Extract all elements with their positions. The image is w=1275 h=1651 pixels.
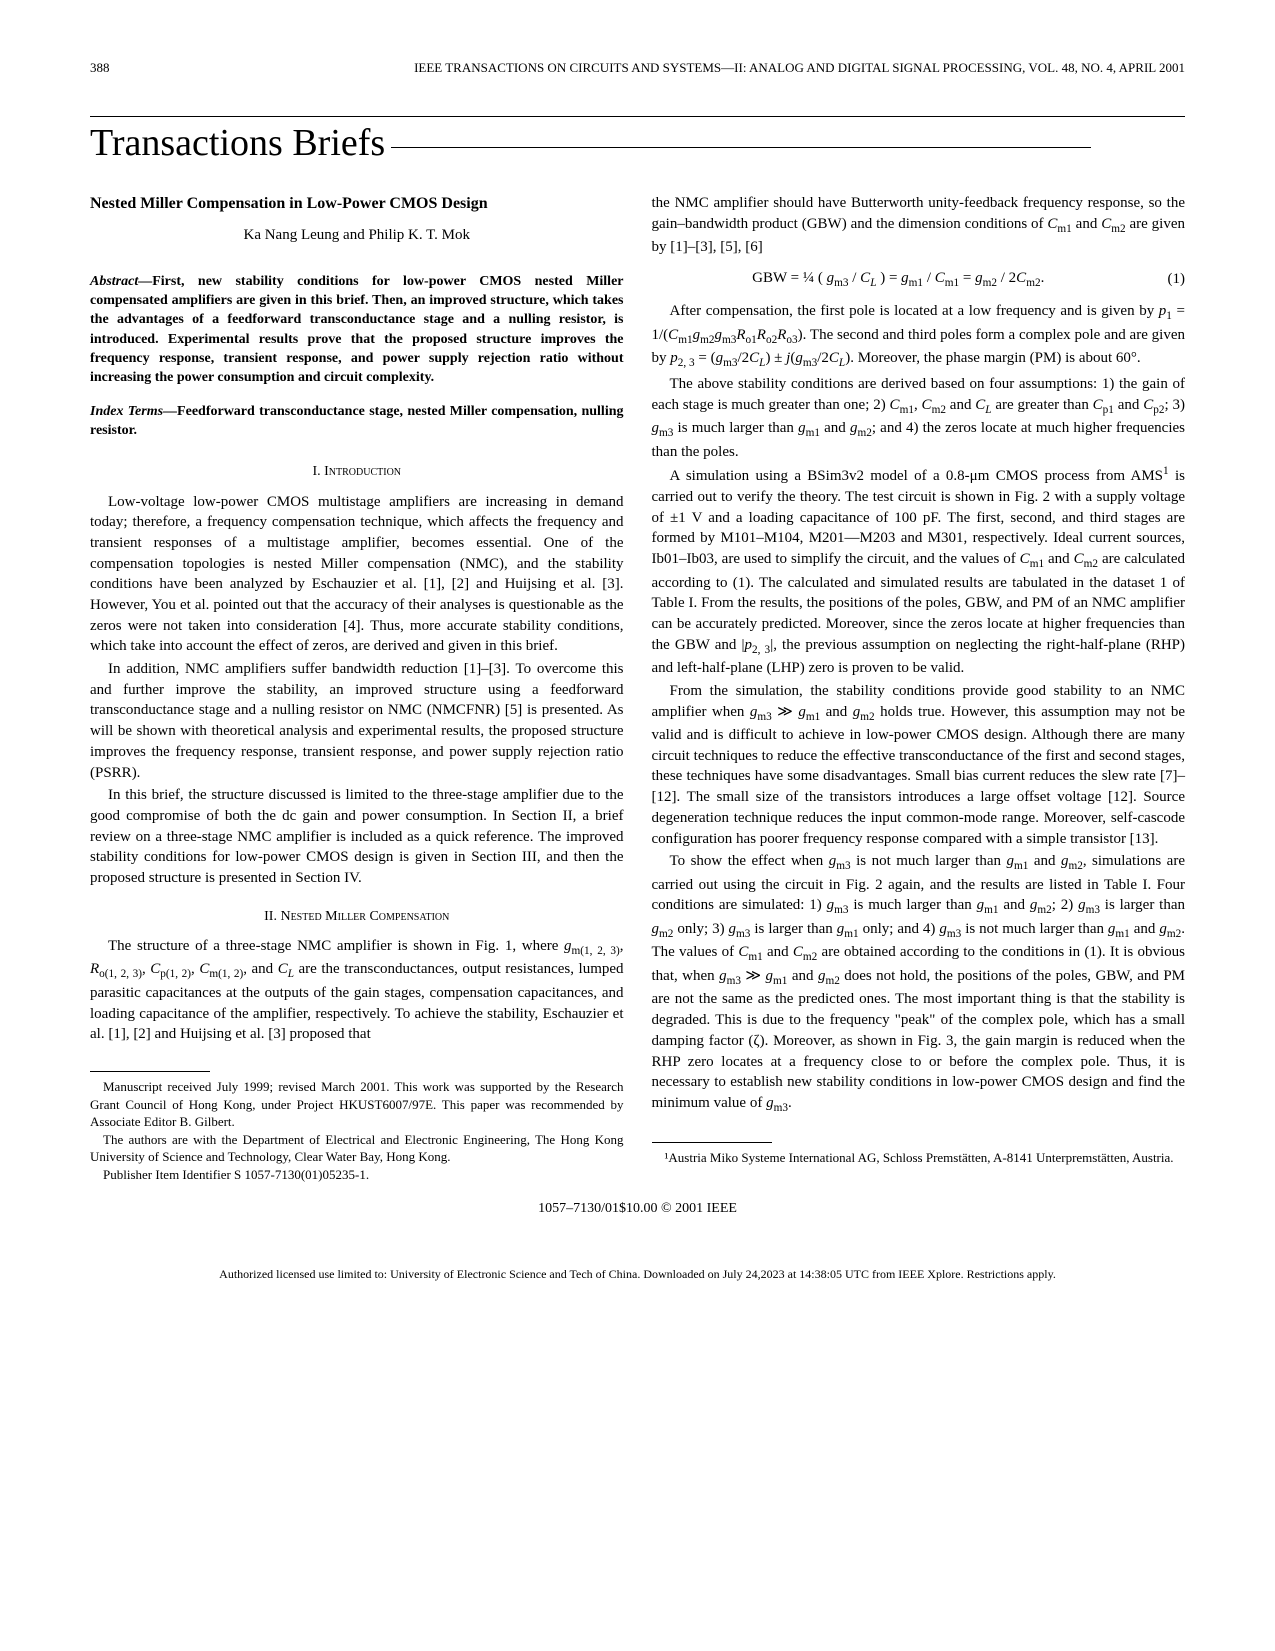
- c2p6d: is much larger than: [849, 897, 977, 913]
- abstract-lead: Abstract—: [90, 274, 152, 289]
- c2p5b: holds true. However, this assumption may…: [652, 704, 1186, 847]
- license-footer: Authorized licensed use limited to: Univ…: [0, 1267, 1275, 1282]
- sec2-p1a: The structure of a three-stage NMC ampli…: [108, 938, 564, 954]
- c2p6h: is larger than: [750, 921, 836, 937]
- authors: Ka Nang Leung and Philip K. T. Mok: [90, 225, 624, 246]
- col2-para5: From the simulation, the stability condi…: [652, 681, 1186, 849]
- footnote-authors: The authors are with the Department of E…: [90, 1131, 624, 1166]
- page-number: 388: [90, 60, 110, 76]
- col2-para2: After compensation, the first pole is lo…: [652, 301, 1186, 372]
- footnote-rule-left: [90, 1071, 210, 1072]
- c2p6a: To show the effect when: [670, 853, 829, 869]
- footnote-publisher-id: Publisher Item Identifier S 1057-7130(01…: [90, 1166, 624, 1184]
- running-title: IEEE TRANSACTIONS ON CIRCUITS AND SYSTEM…: [414, 60, 1185, 76]
- c2p6j: is not much larger than: [961, 921, 1108, 937]
- right-column: the NMC amplifier should have Butterwort…: [652, 193, 1186, 1183]
- footnote-ams: ¹Austria Miko Systeme International AG, …: [652, 1149, 1186, 1167]
- footnote-rule-right: [652, 1142, 772, 1143]
- c2p3c: ; 3): [1165, 397, 1186, 413]
- sec1-para3: In this brief, the structure discussed i…: [90, 785, 624, 888]
- col2-para1: the NMC amplifier should have Butterwort…: [652, 193, 1186, 258]
- footnote-manuscript: Manuscript received July 1999; revised M…: [90, 1078, 624, 1131]
- left-column: Nested Miller Compensation in Low-Power …: [90, 193, 624, 1183]
- header-rule: [90, 116, 1185, 117]
- sec2-para1: The structure of a three-stage NMC ampli…: [90, 936, 624, 1045]
- c2p3d: is much larger than: [673, 420, 798, 436]
- c2p2a: After compensation, the first pole is lo…: [670, 303, 1159, 319]
- copyright-line: 1057–7130/01$10.00 © 2001 IEEE: [90, 1201, 1185, 1217]
- sec1-para2: In addition, NMC amplifiers suffer bandw…: [90, 659, 624, 783]
- c2p6g: only; 3): [673, 921, 728, 937]
- article-title: Nested Miller Compensation in Low-Power …: [90, 193, 624, 215]
- col2-para3: The above stability conditions are deriv…: [652, 374, 1186, 462]
- index-terms-lead: Index Terms—: [90, 404, 177, 419]
- c2p6n: .: [788, 1095, 792, 1111]
- section-1-heading: I. Introduction: [90, 462, 624, 481]
- eq1-number: (1): [1145, 269, 1185, 290]
- index-terms: Index Terms—Feedforward transconductance…: [90, 402, 624, 441]
- c2p6f: is larger than: [1100, 897, 1185, 913]
- c2p6e: ; 2): [1052, 897, 1078, 913]
- abstract: Abstract—First, new stability conditions…: [90, 272, 624, 388]
- c2p2c: . Moreover, the phase margin (PM) is abo…: [850, 350, 1141, 366]
- c2p6b: is not much larger than: [851, 853, 1007, 869]
- sec1-para1: Low-voltage low-power CMOS multistage am…: [90, 492, 624, 658]
- col2-para4: A simulation using a BSim3v2 model of a …: [652, 464, 1186, 679]
- c2p6m: does not hold, the positions of the pole…: [652, 968, 1186, 1111]
- heading-rule: [391, 147, 1091, 148]
- c2p3b: are greater than: [992, 397, 1093, 413]
- abstract-text: First, new stability conditions for low-…: [90, 274, 624, 386]
- equation-1: GBW = ¼ ( gm3 / CL ) = gm1 / Cm1 = gm2 /…: [652, 268, 1186, 292]
- section-2-heading: II. Nested Miller Compensation: [90, 907, 624, 926]
- transactions-briefs-heading: Transactions Briefs: [90, 122, 385, 164]
- col2-para6: To show the effect when gm3 is not much …: [652, 851, 1186, 1116]
- c2p4a: A simulation using a BSim3v2 model of a …: [670, 468, 1164, 484]
- c2p6i: only; and 4): [859, 921, 940, 937]
